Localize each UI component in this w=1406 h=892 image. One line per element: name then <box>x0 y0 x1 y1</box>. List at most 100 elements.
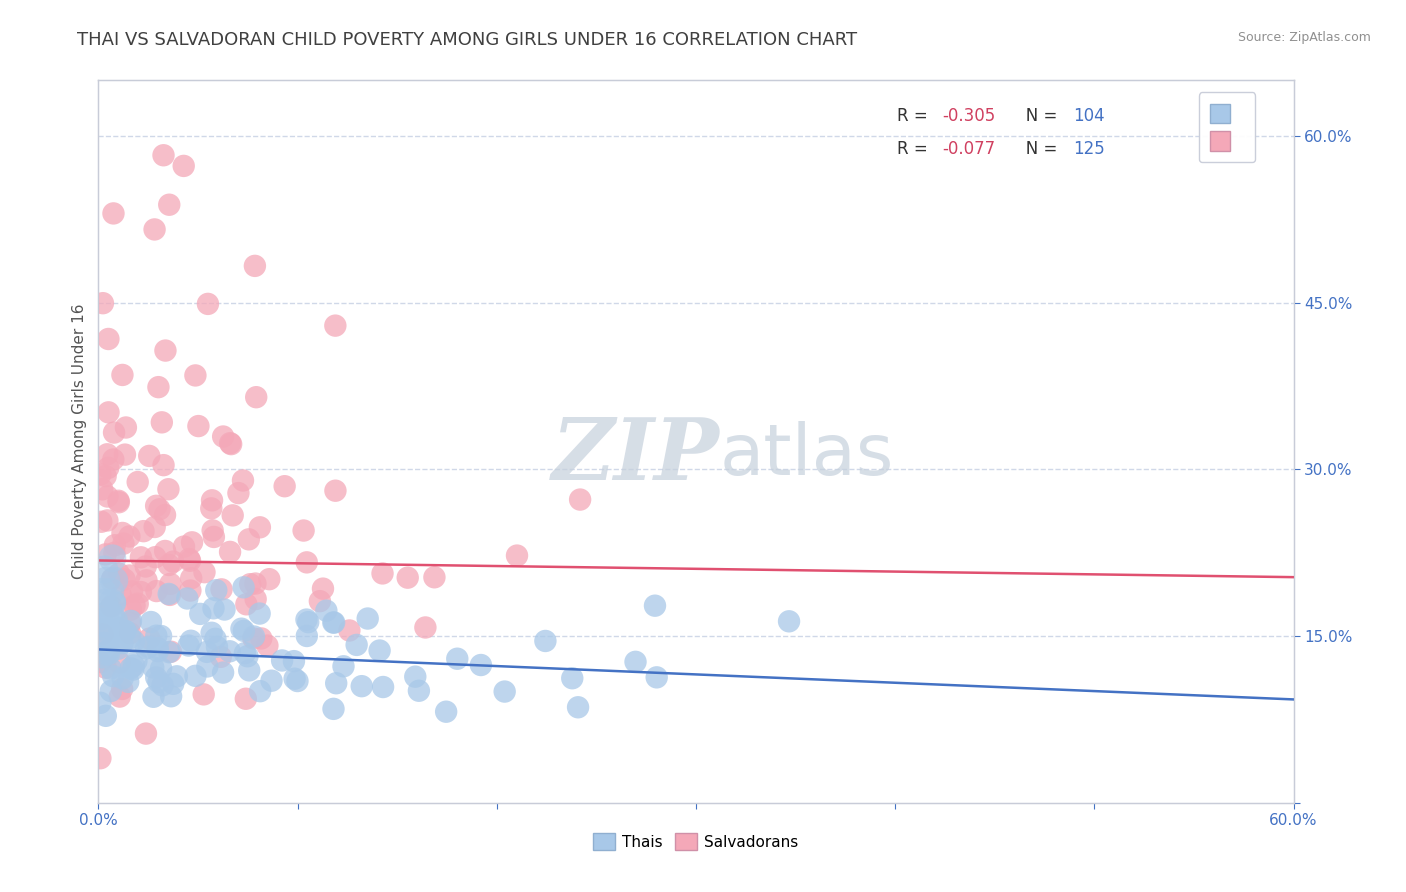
Text: ZIP: ZIP <box>553 414 720 498</box>
Point <box>94 708 117 723</box>
Point <box>125 654 148 668</box>
Point <box>108 656 131 670</box>
Point <box>114 624 136 638</box>
Point <box>101 596 124 610</box>
Text: N =: N = <box>1011 140 1063 158</box>
Point <box>357 611 380 625</box>
Text: Source: ZipAtlas.com: Source: ZipAtlas.com <box>1237 31 1371 45</box>
Point <box>201 625 224 640</box>
Point <box>219 436 242 450</box>
Point <box>368 643 391 657</box>
Point <box>150 661 173 675</box>
Point <box>273 479 295 493</box>
Point <box>315 604 337 618</box>
Point <box>201 493 224 508</box>
Point <box>90 515 112 529</box>
Point <box>322 702 344 716</box>
Point <box>157 482 180 496</box>
Point <box>143 222 166 236</box>
Point <box>162 677 184 691</box>
Point <box>152 678 174 692</box>
Point <box>103 425 125 440</box>
Point <box>138 449 160 463</box>
Point <box>396 571 419 585</box>
Point <box>111 672 134 686</box>
Point <box>218 644 240 658</box>
Point <box>232 580 254 594</box>
Point <box>122 658 145 673</box>
Point <box>103 574 125 588</box>
Point <box>101 551 124 566</box>
Point <box>180 633 202 648</box>
Point <box>89 655 111 669</box>
Point <box>97 332 120 346</box>
Point <box>111 681 134 696</box>
Point <box>644 599 666 613</box>
Point <box>238 533 260 547</box>
Point <box>103 452 125 467</box>
Point <box>150 629 173 643</box>
Point <box>236 649 259 664</box>
Point <box>91 483 114 497</box>
Text: N =: N = <box>1011 107 1063 126</box>
Point <box>135 726 157 740</box>
Point <box>135 641 157 656</box>
Point <box>89 696 111 710</box>
Point <box>104 538 127 552</box>
Point <box>423 570 446 584</box>
Point <box>101 572 124 586</box>
Point <box>135 574 157 588</box>
Point <box>129 585 152 599</box>
Point <box>434 705 457 719</box>
Point <box>249 520 271 534</box>
Point <box>138 640 160 654</box>
Point <box>322 615 344 630</box>
Point <box>295 629 318 643</box>
Point <box>160 645 183 659</box>
Point <box>494 684 516 698</box>
Point <box>97 618 120 632</box>
Point <box>415 620 437 634</box>
Point <box>245 390 267 404</box>
Point <box>205 583 228 598</box>
Point <box>181 535 204 549</box>
Point <box>233 646 256 660</box>
Point <box>97 607 120 621</box>
Point <box>221 508 243 523</box>
Point <box>122 634 145 648</box>
Point <box>107 641 129 656</box>
Point <box>93 596 115 610</box>
Point <box>249 684 271 698</box>
Point <box>250 632 273 646</box>
Point <box>245 576 267 591</box>
Point <box>97 647 120 661</box>
Point <box>96 574 118 588</box>
Point <box>93 562 115 576</box>
Point <box>201 524 224 538</box>
Point <box>121 584 143 599</box>
Point <box>153 544 176 558</box>
Point <box>308 594 330 608</box>
Point <box>118 529 141 543</box>
Point <box>256 639 278 653</box>
Point <box>162 555 184 569</box>
Point <box>325 483 347 498</box>
Point <box>446 651 468 665</box>
Point <box>325 318 347 333</box>
Point <box>91 627 114 641</box>
Point <box>211 582 233 597</box>
Point <box>117 674 139 689</box>
Point <box>98 643 121 657</box>
Point <box>146 641 169 656</box>
Point <box>157 558 180 572</box>
Point <box>115 420 138 434</box>
Point <box>534 634 557 648</box>
Point <box>107 493 129 508</box>
Point <box>243 259 266 273</box>
Point <box>297 615 319 629</box>
Point <box>212 429 235 443</box>
Point <box>108 622 131 636</box>
Point <box>624 655 647 669</box>
Point <box>145 670 167 684</box>
Point <box>148 380 170 394</box>
